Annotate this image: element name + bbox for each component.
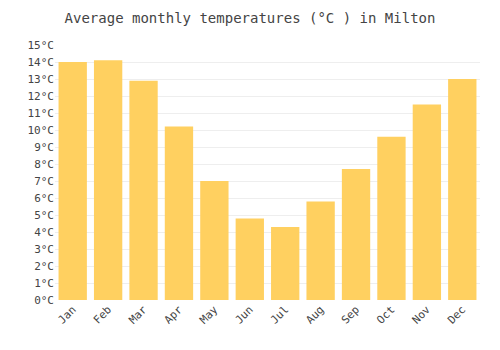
svg-text:1°C: 1°C xyxy=(34,277,54,290)
svg-text:14°C: 14°C xyxy=(28,56,55,69)
svg-text:13°C: 13°C xyxy=(28,73,55,86)
svg-text:10°C: 10°C xyxy=(28,124,55,137)
svg-text:2°C: 2°C xyxy=(34,260,54,273)
svg-text:Average monthly temperatures (: Average monthly temperatures (°C ) in Mi… xyxy=(65,10,436,26)
svg-text:8°C: 8°C xyxy=(34,158,54,171)
svg-text:Jan: Jan xyxy=(55,303,78,326)
svg-text:15°C: 15°C xyxy=(28,39,55,52)
svg-text:3°C: 3°C xyxy=(34,243,54,256)
svg-text:Jul: Jul xyxy=(268,303,291,326)
svg-text:5°C: 5°C xyxy=(34,209,54,222)
svg-text:Jun: Jun xyxy=(233,303,256,326)
svg-text:Nov: Nov xyxy=(410,303,434,327)
svg-text:Oct: Oct xyxy=(374,303,397,326)
svg-text:7°C: 7°C xyxy=(34,175,54,188)
svg-text:Sep: Sep xyxy=(339,303,362,326)
svg-text:4°C: 4°C xyxy=(34,226,54,239)
svg-text:May: May xyxy=(197,303,221,327)
svg-text:12°C: 12°C xyxy=(28,90,55,103)
svg-text:Aug: Aug xyxy=(303,303,326,326)
svg-text:Mar: Mar xyxy=(126,303,150,327)
svg-text:9°C: 9°C xyxy=(34,141,54,154)
svg-text:Feb: Feb xyxy=(91,303,114,326)
svg-text:Apr: Apr xyxy=(162,303,186,327)
svg-text:11°C: 11°C xyxy=(28,107,55,120)
svg-text:0°C: 0°C xyxy=(34,294,54,307)
svg-text:Dec: Dec xyxy=(445,303,468,326)
svg-text:6°C: 6°C xyxy=(34,192,54,205)
